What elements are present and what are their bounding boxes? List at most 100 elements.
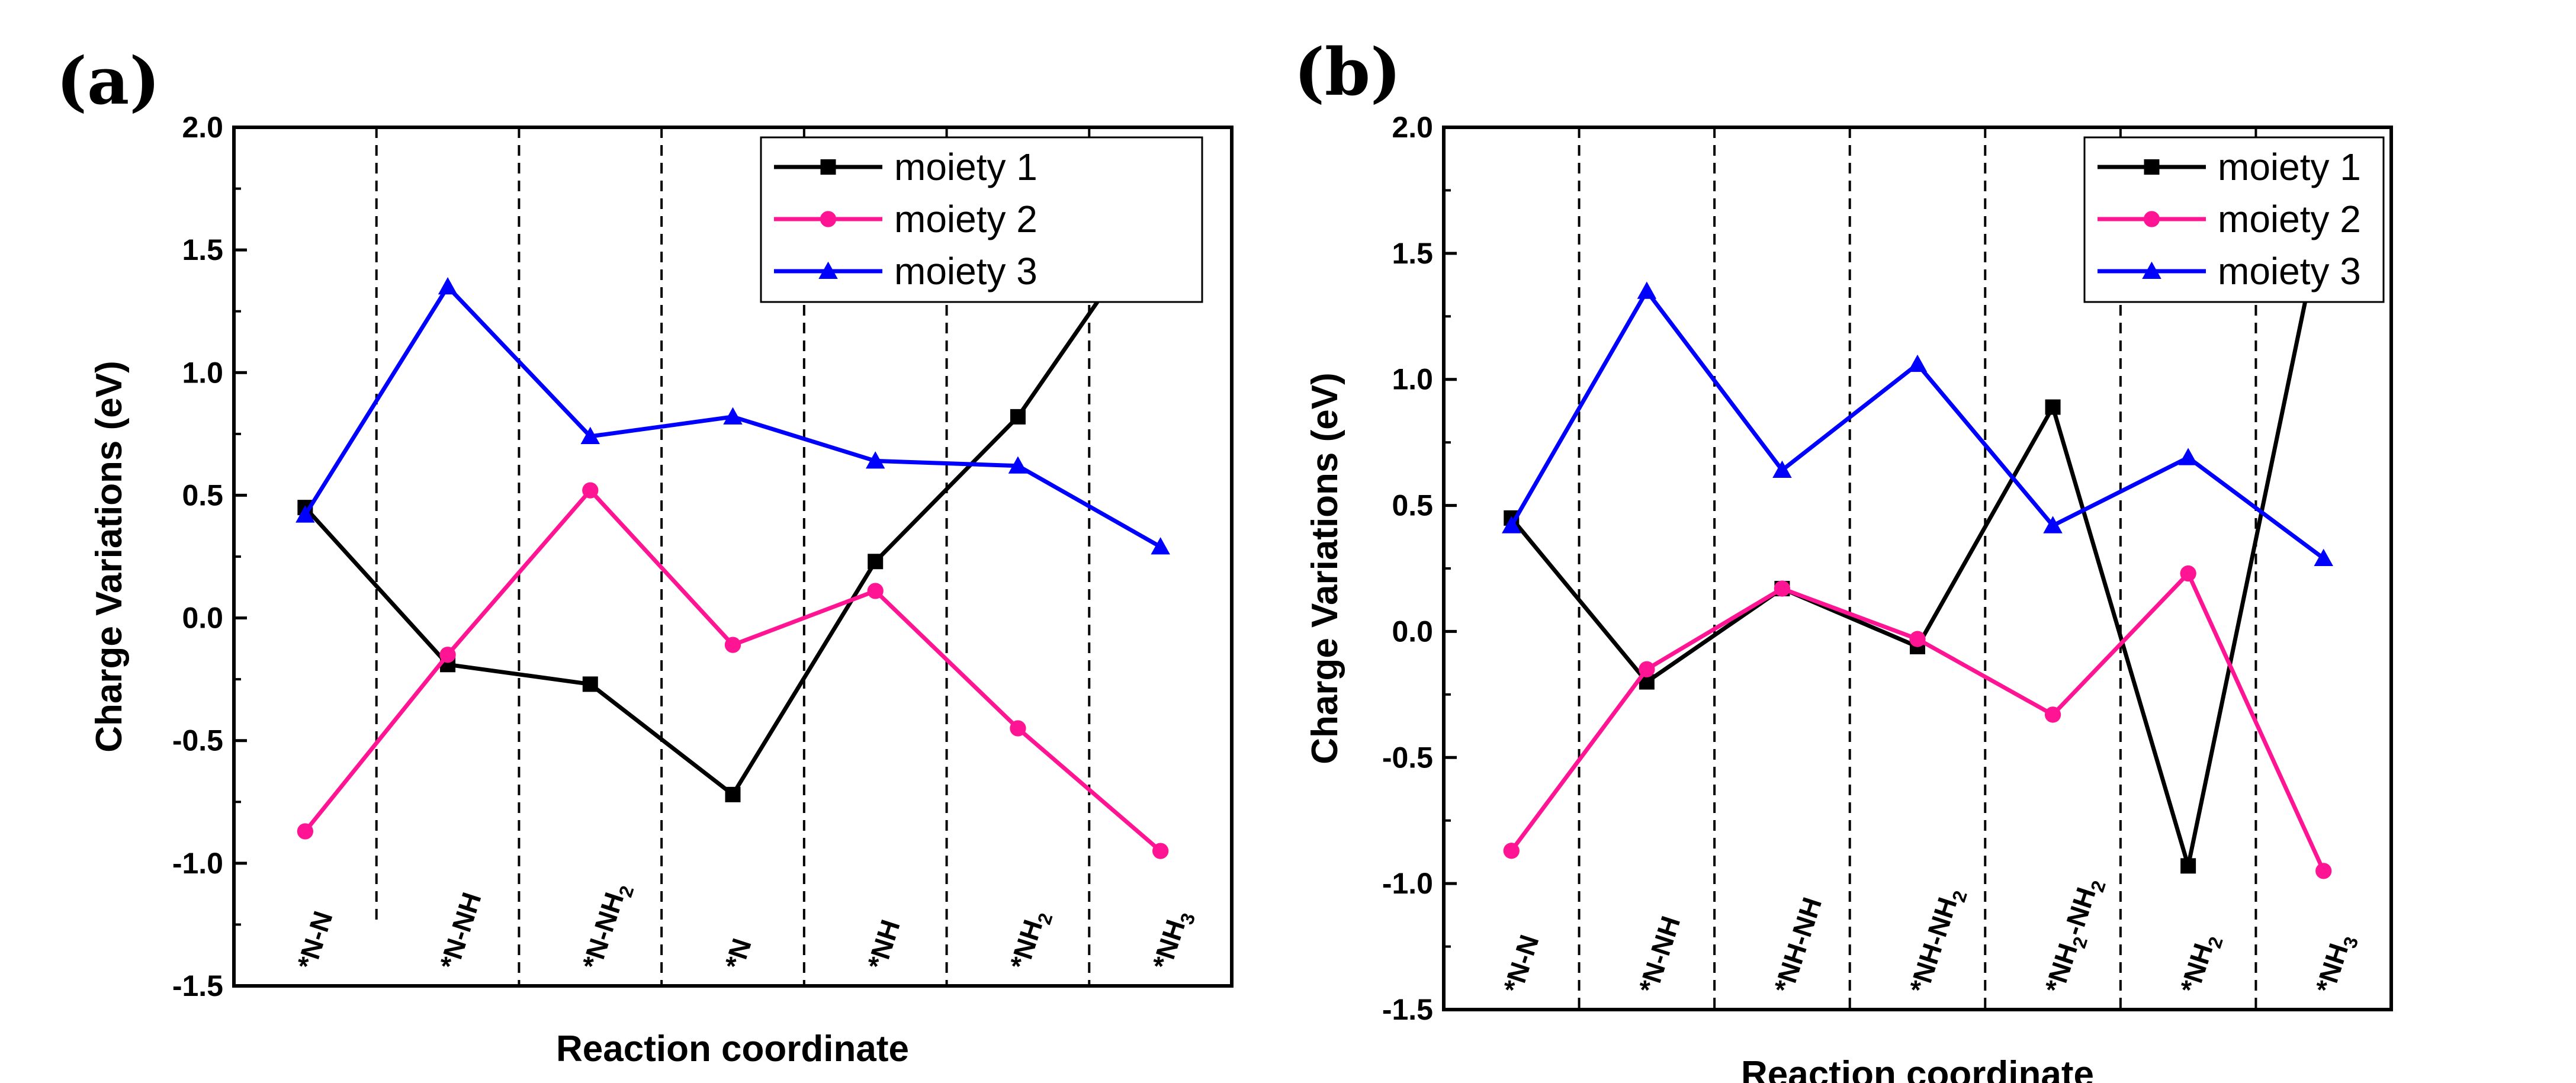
panel-a-moiety-2-point — [724, 637, 741, 653]
category-label-main: *NH — [2310, 940, 2355, 997]
panel-a-legend-entry: moiety 3 — [774, 250, 1038, 293]
panel-a-moiety-1-point — [1010, 409, 1026, 425]
panel-b-moiety-1-point — [2180, 858, 2196, 874]
category-label-main2: -NH — [2057, 883, 2102, 939]
panel-b-moiety-3-point — [1637, 281, 1657, 299]
panel-a-moiety-2-point — [867, 583, 884, 599]
panel-b-moiety-3-point — [2314, 548, 2333, 566]
panel-a-moiety-2-point — [582, 482, 599, 499]
panel-b-y-tick-label: -1.0 — [1382, 867, 1433, 900]
panel-b-moiety-3-point — [1502, 516, 1521, 534]
category-label-main: *NH — [1146, 916, 1191, 973]
panel-b-label: (b) — [1294, 34, 1401, 110]
panel-a-moiety-3-point — [1008, 456, 1028, 474]
category-label-main: *NH-NH — [1768, 894, 1827, 997]
panel-a-y-tick-label: -1.5 — [172, 969, 223, 1002]
panel-b-moiety-3-point — [2178, 448, 2198, 465]
category-label-main: *N-NH — [576, 889, 630, 973]
legend-label: moiety 3 — [2218, 250, 2361, 293]
panel-b-category-label: *N-N — [1497, 931, 1544, 997]
panel-b-y-tick-label: -1.5 — [1382, 993, 1433, 1026]
panel-b-y-tick-label: 0.5 — [1392, 489, 1433, 522]
panel-b-y-axis-title: Charge Variations (eV) — [1305, 372, 1345, 764]
panel-a-y-tick-label: 0.0 — [182, 602, 223, 635]
panel-b-category-label: *NH3 — [2310, 930, 2363, 998]
category-label-main: *NH — [2174, 940, 2219, 997]
panel-b-category-label: *NH-NH2 — [1903, 883, 1971, 998]
panel-a-category-label: *N-N — [291, 907, 338, 973]
panel-b-moiety-2-series — [1503, 565, 2332, 879]
category-label-main: *NH — [861, 916, 906, 973]
panel-a-moiety-2-point — [1010, 720, 1026, 737]
panel-b-y-tick-label: 1.5 — [1392, 237, 1433, 270]
panel-b-moiety-1-point — [2045, 399, 2061, 415]
panel-b-moiety-2-line — [1509, 571, 2326, 872]
panel-b-legend-entry: moiety 2 — [2098, 198, 2361, 240]
panel-a-moiety-2-point — [439, 647, 456, 663]
panel-b-moiety-2-point — [1503, 843, 1520, 859]
panel-a-x-axis-title: Reaction coordinate — [556, 1029, 909, 1069]
panel-b-y-tick-label: -0.5 — [1382, 741, 1433, 774]
legend-label: moiety 2 — [894, 198, 1038, 240]
legend-label: moiety 2 — [2218, 198, 2361, 240]
legend-swatch-marker — [820, 159, 836, 175]
panel-a-moiety-2-point — [297, 823, 314, 840]
panel-a-category-label: *N-NH — [433, 889, 487, 973]
panel-b-moiety-2-point — [2044, 706, 2061, 723]
category-label-main: *N-NH — [1633, 912, 1687, 997]
legend-swatch-marker — [2142, 261, 2161, 279]
legend-swatch-marker — [818, 261, 838, 279]
panel-b-category-label: *NH2-NH2 — [2039, 873, 2110, 998]
panel-a-moiety-2-series — [297, 482, 1169, 859]
category-label-main: *N-N — [291, 907, 338, 973]
category-label-main: *N-NH — [433, 889, 487, 973]
panel-b-category-label: *NH-NH — [1768, 894, 1827, 997]
category-label-main: *N — [719, 934, 757, 973]
panel-b-category-label: *NH2 — [2174, 930, 2227, 998]
panel-a-moiety-3-point — [580, 426, 600, 444]
category-label-main: *NH-NH — [1903, 894, 1963, 997]
panel-a-moiety-3-point — [723, 407, 743, 425]
panel-a-moiety-1-point — [868, 554, 884, 570]
panel-a-y-tick-label: 1.5 — [182, 233, 223, 266]
panel-b-plot: (b) -1.5 -1.0 -0.5 0.0 0.5 1.0 1.5 2.0 Reaction c… — [1294, 34, 2393, 1083]
panel-b-moiety-3-point — [1907, 354, 1928, 372]
legend-label: moiety 1 — [2218, 146, 2361, 188]
panel-b-legend-entry: moiety 3 — [2098, 250, 2361, 293]
panel-a-y-axis-title: Charge Variations (eV) — [89, 361, 130, 753]
panel-a-moiety-1-point — [582, 676, 598, 692]
panel-a-moiety-3-point — [865, 451, 885, 469]
legend-swatch-marker — [2143, 211, 2160, 227]
panel-b-legend-entry: moiety 1 — [2098, 146, 2361, 188]
panel-b-moiety-2-point — [1774, 580, 1791, 597]
panel-b-legend: moiety 1 moiety 2 moiety 3 — [2083, 136, 2385, 303]
panel-b-moiety-2-point — [2180, 565, 2196, 582]
category-label-main: *N-N — [1497, 931, 1544, 997]
panel-a-moiety-3-series — [295, 277, 1170, 555]
panel-a-label: (a) — [56, 43, 160, 119]
panel-b-y-tick-label: 1.0 — [1392, 363, 1433, 396]
panel-b-legend-box — [2083, 136, 2385, 303]
panel-b-y-tick-label: 2.0 — [1392, 111, 1433, 144]
panel-a-y-tick-label: 2.0 — [182, 111, 223, 144]
panel-b-moiety-3-point — [1772, 460, 1792, 478]
panel-a-moiety-2-point — [1152, 843, 1169, 859]
panel-a-category-label: *N-NH2 — [576, 879, 638, 975]
panel-a-moiety-3-point — [295, 505, 315, 523]
panel-a-moiety-3-point — [438, 277, 458, 295]
panel-a-y-tick-label: -0.5 — [172, 724, 223, 757]
panel-a-y-tick-label: -1.0 — [172, 847, 223, 880]
panel-a-moiety-1-point — [725, 786, 741, 802]
panel-a-category-label: *NH3 — [1146, 906, 1200, 975]
panel-b-moiety-2-point — [1909, 631, 1926, 647]
legend-label: moiety 1 — [894, 146, 1038, 188]
legend-swatch-marker — [820, 211, 837, 227]
panel-a-category-label: *NH2 — [1004, 906, 1057, 975]
panel-b-x-axis-title: Reaction coordinate — [1741, 1054, 2094, 1083]
panel-b-category-label: *N-NH — [1633, 912, 1687, 997]
panel-a-moiety-3-point — [1151, 537, 1170, 555]
category-label-main: *NH — [1004, 916, 1049, 973]
panel-a-legend-entry: moiety 1 — [774, 146, 1038, 188]
panel-a-category-label: *NH — [861, 916, 906, 973]
